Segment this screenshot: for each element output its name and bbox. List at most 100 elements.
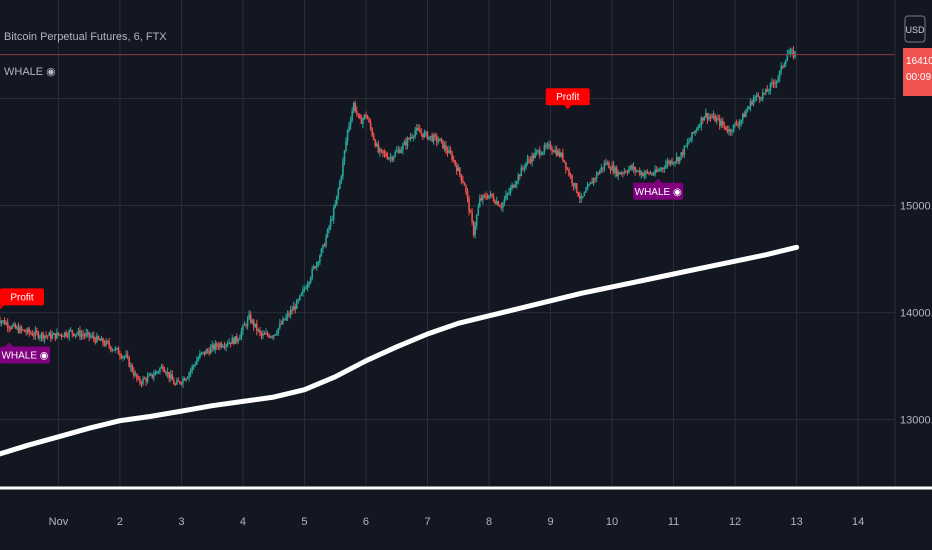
candle-body [142, 378, 144, 384]
candle-body [643, 174, 646, 177]
candle-body [443, 145, 446, 149]
candle-body [714, 115, 716, 122]
candle-body [114, 348, 117, 351]
candle-body [618, 172, 621, 175]
candle-body [56, 332, 58, 339]
candle-body [125, 354, 127, 357]
candle-body [529, 160, 532, 163]
candle-body [43, 335, 46, 339]
candle-body [512, 184, 515, 188]
candle-body [249, 314, 252, 323]
candle-body [343, 150, 346, 162]
candle-body [406, 138, 409, 146]
candle-body [635, 170, 638, 172]
candle-body [642, 172, 644, 177]
candle-body [732, 124, 735, 132]
time-scale[interactable] [0, 490, 932, 550]
candle-body [462, 180, 464, 183]
candle-body [457, 167, 460, 172]
candle-body [77, 330, 80, 334]
candle-body [672, 162, 675, 164]
candle-body [459, 167, 461, 175]
candle-body [383, 152, 386, 154]
candle-body [33, 335, 35, 337]
candle-body [314, 266, 317, 268]
candle-body [574, 183, 576, 187]
candle-body [565, 162, 567, 169]
candle-body [511, 184, 513, 188]
candle-body [237, 339, 240, 342]
marker-label: Profit [556, 92, 580, 103]
candle-body [371, 128, 373, 136]
candle-body [242, 325, 244, 331]
candle-body [222, 346, 224, 348]
x-tick-label: 4 [240, 516, 246, 528]
candle-body [191, 366, 194, 371]
candle-body [502, 202, 504, 208]
candle-body [412, 136, 415, 138]
candle-body [102, 338, 104, 344]
candle-body [455, 165, 458, 172]
candle-body [582, 196, 584, 198]
candle-body [83, 335, 86, 337]
candle-body [8, 327, 11, 329]
candle-body [319, 256, 321, 263]
candle-body [17, 327, 20, 333]
x-tick-label: 6 [363, 516, 369, 528]
candle-body [368, 119, 370, 122]
candle-body [179, 381, 181, 384]
candle-body [243, 324, 246, 326]
candle-body [325, 237, 327, 247]
candle-body [73, 333, 75, 336]
candle-body [606, 162, 609, 164]
candle-body [239, 337, 241, 340]
candle-body [11, 325, 14, 329]
candle-body [725, 126, 727, 130]
candle-body [156, 371, 158, 373]
currency-button[interactable] [904, 15, 926, 43]
candle-body [720, 121, 723, 126]
candle-body [422, 133, 424, 138]
candle-body [728, 129, 730, 132]
candle-body [220, 343, 223, 347]
symbol-legend[interactable]: Bitcoin Perpetual Futures, 6, FTX [4, 31, 167, 43]
candle-body [775, 80, 778, 84]
indicator-legend[interactable]: WHALE ◉ [4, 66, 56, 78]
candle-body [451, 153, 453, 161]
candle-body [199, 353, 201, 358]
candle-body [785, 60, 787, 64]
candle-body [151, 373, 154, 378]
candle-body [62, 336, 64, 338]
candle-body [654, 169, 656, 175]
candle-body [595, 173, 598, 179]
candle-body [597, 173, 600, 175]
candle-body [209, 347, 212, 354]
candle-body [366, 116, 369, 120]
candle-body [520, 167, 523, 177]
candle-body [288, 313, 290, 316]
candle-body [49, 332, 52, 339]
candle-body [82, 334, 84, 336]
candle-body [671, 160, 673, 164]
candle-body [257, 329, 260, 331]
x-tick-label: 11 [668, 516, 679, 528]
marker-box [633, 182, 684, 200]
candle-body [680, 152, 683, 157]
candle-body [538, 150, 541, 155]
candle-body [297, 299, 300, 301]
candle-body [3, 320, 6, 325]
candle-body [172, 380, 175, 385]
candle-body [652, 174, 655, 176]
candle-body [192, 365, 195, 367]
candle-body [426, 131, 429, 140]
candle-body [302, 289, 304, 293]
candle-body [409, 137, 412, 139]
candle-body [0, 320, 1, 323]
candle-body [346, 130, 349, 142]
candle-body [326, 229, 329, 238]
candle-body [365, 114, 367, 117]
candle-body [591, 182, 593, 184]
candle-body [372, 135, 375, 140]
candle-body [299, 295, 301, 300]
